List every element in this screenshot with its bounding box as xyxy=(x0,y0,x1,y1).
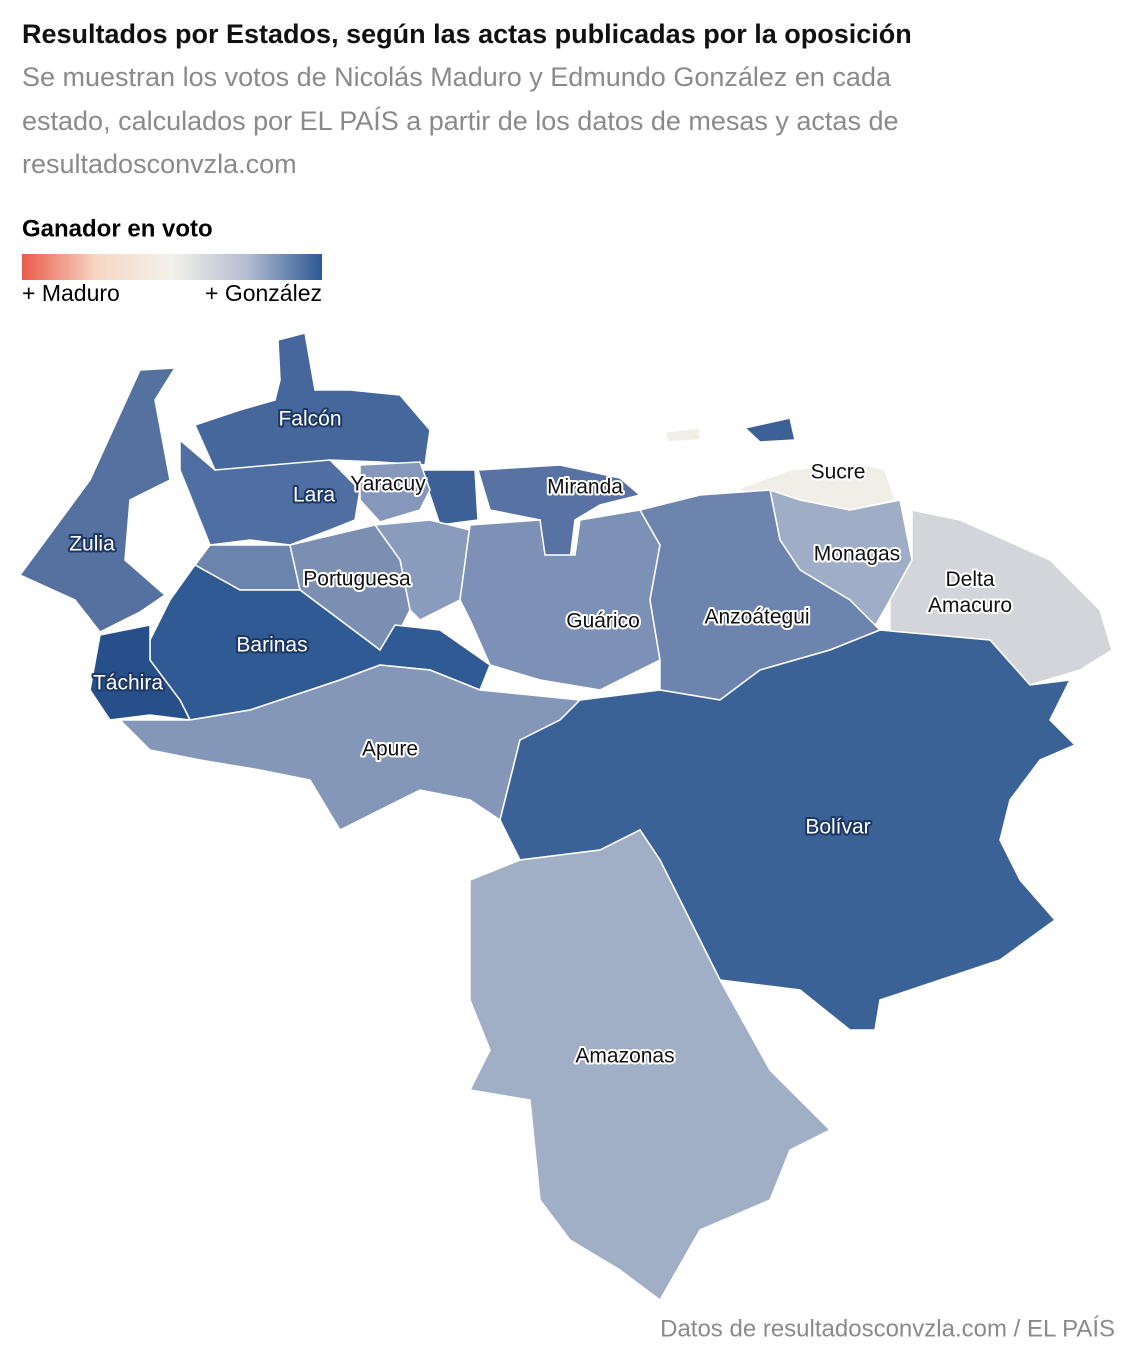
state-label: Delta Amacuro xyxy=(928,568,1012,617)
state-label: Guárico xyxy=(566,610,640,633)
state xyxy=(664,427,701,443)
state xyxy=(193,332,431,471)
state-label: Barinas xyxy=(236,634,307,657)
state-label: Yaracuy xyxy=(350,473,426,496)
state-label: Portuguesa xyxy=(303,568,411,591)
state xyxy=(418,469,479,526)
state-label: Bolívar xyxy=(805,816,870,839)
state-label: Táchira xyxy=(93,672,163,695)
subtitle: Se muestran los votos de Nicolás Maduro … xyxy=(22,62,892,92)
state-label: Miranda xyxy=(547,476,623,499)
state-label: Apure xyxy=(362,738,418,761)
state-label: Amazonas xyxy=(575,1045,674,1068)
state xyxy=(468,829,832,1302)
state xyxy=(743,417,796,443)
subtitle: resultadosconvzla.com xyxy=(22,149,297,179)
state-label: Sucre xyxy=(811,461,866,484)
legend-label: + Maduro xyxy=(22,280,120,306)
state-label: Falcón xyxy=(278,408,341,431)
map xyxy=(18,332,1113,1302)
state-label: Zulia xyxy=(69,533,115,556)
title: Resultados por Estados, según las actas … xyxy=(22,19,912,49)
state xyxy=(477,464,642,561)
state xyxy=(18,367,177,633)
source: Datos de resultadosconvzla.com / EL PAÍS xyxy=(660,1315,1115,1342)
state-label: Lara xyxy=(293,484,335,507)
state xyxy=(359,461,431,523)
subtitle: estado, calculados por EL PAÍS a partir … xyxy=(22,106,899,136)
legend-gradient xyxy=(22,254,322,280)
legend-label: + González xyxy=(205,280,322,306)
state xyxy=(179,438,361,546)
state-label: Monagas xyxy=(814,543,900,566)
state-label: Anzoátegui xyxy=(704,606,809,629)
state xyxy=(889,509,1113,686)
legend-title: Ganador en voto xyxy=(22,215,213,242)
